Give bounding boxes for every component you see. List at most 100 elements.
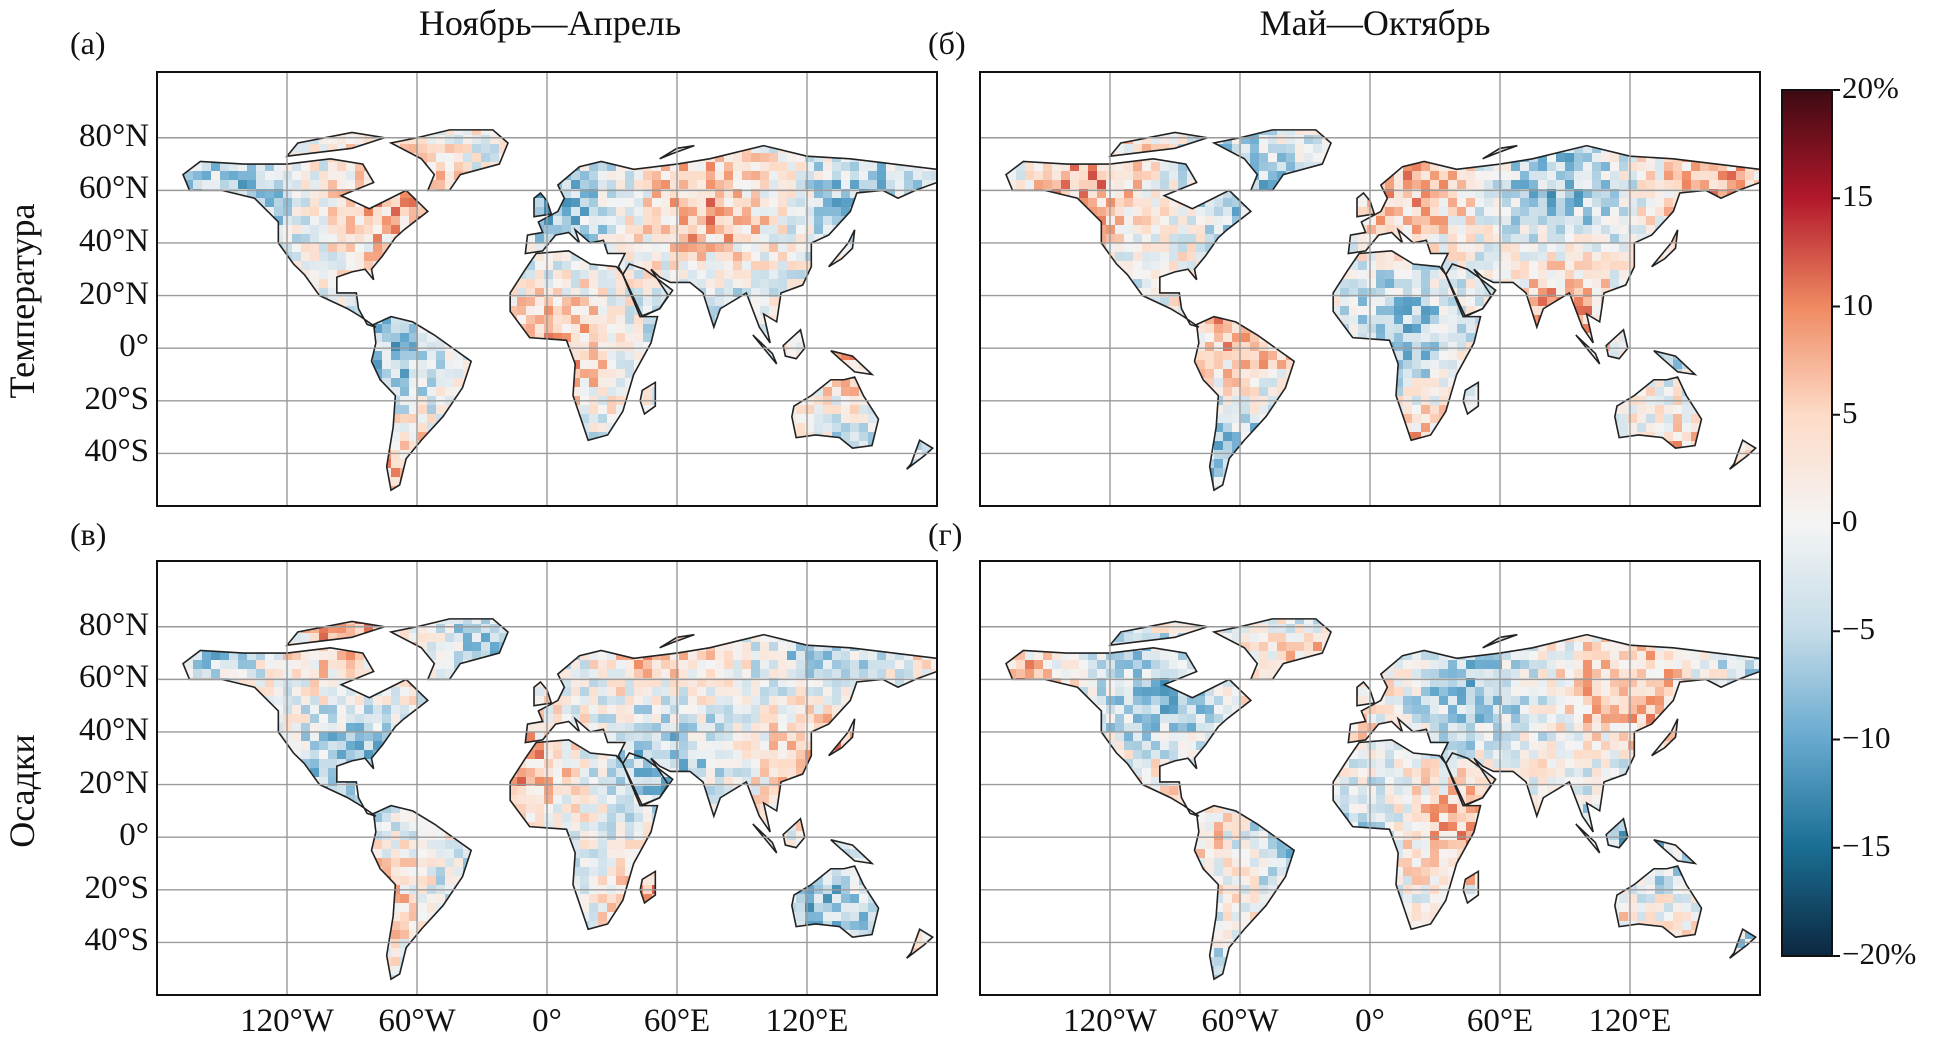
coastline [1108,620,1208,647]
lat-tick-label: 20°N [78,275,149,312]
colorbar-label: −15 [1842,827,1891,863]
panel-label-b: (б) [928,25,966,61]
coastline [1653,839,1698,865]
coastline [1356,191,1376,218]
panel-label-v: (в) [70,516,107,552]
coastline [1651,718,1679,757]
map-panel-2 [979,71,1761,507]
coastline [1332,250,1482,442]
coastline [791,376,880,449]
coastline [1332,739,1482,931]
colorbar [1781,89,1833,957]
coastline [285,620,385,647]
coastline [782,817,806,849]
map-frame [156,560,938,996]
map-panel-3 [156,560,938,996]
coastline [782,328,806,360]
coastline [1193,804,1296,981]
coastline [828,718,856,757]
lat-tick-label: 60°N [78,170,149,207]
colorbar-label: −20% [1842,936,1917,971]
panel-label-a: (а) [70,25,106,61]
coastline [1575,823,1601,854]
lon-tick-label: 60°E [643,1003,711,1039]
colorbar-label: 0 [1842,503,1858,538]
map-frame [156,71,938,507]
colorbar-label: 20% [1842,70,1899,105]
coastline [370,804,473,981]
coastline [370,315,473,492]
lat-tick-label: 40°N [78,711,149,748]
coastline [1356,680,1376,707]
coastline [1193,315,1296,492]
map-frame [979,71,1761,507]
lat-tick-label: 0° [119,328,149,365]
map-panel-4 [979,560,1761,996]
coastline [1444,263,1497,318]
coastline [1211,618,1332,681]
coastline [828,229,856,268]
coastline [1653,350,1698,376]
lon-tick-label: 120°E [1588,1003,1672,1039]
colorbar-label: −5 [1842,611,1875,647]
coastline [830,350,875,376]
coastline [791,865,880,938]
lat-tick-label: 40°S [84,922,149,959]
coastline [639,380,657,416]
coastline [830,839,875,865]
coastline [285,131,385,158]
coastline [752,823,778,854]
coastline [1605,817,1629,849]
coastline [1005,646,1253,817]
coastline [1651,229,1679,268]
coastline [1211,129,1332,192]
lat-tick-label: 40°S [84,433,149,470]
lat-tick-label: 80°N [78,606,149,643]
lon-tick-label: 0° [1355,1003,1385,1039]
coastline [659,633,695,649]
coastline [1482,633,1518,649]
lon-tick-label: 120°W [1063,1003,1157,1039]
lon-tick-label: 60°W [1201,1003,1279,1039]
coastline [621,263,674,318]
coastline [1729,439,1757,470]
lon-tick-label: 120°W [240,1003,334,1039]
lon-tick-label: 60°W [378,1003,456,1039]
coastline [509,250,659,442]
coastline [1614,865,1703,938]
colorbar-label: 10 [1842,286,1873,322]
coastline [509,739,659,931]
coastline [906,439,934,470]
colorbar-label: 5 [1842,394,1858,430]
colorbar-label: 15 [1842,178,1873,214]
lat-tick-label: 40°N [78,222,149,259]
coastline [1462,380,1480,416]
map-frame [979,560,1761,996]
lat-tick-label: 60°N [78,659,149,696]
lat-tick-label: 20°S [84,869,149,906]
coastline [524,144,938,344]
coastline [1462,869,1480,905]
coastline [1575,334,1601,365]
panel-label-g: (г) [928,516,963,552]
coastline [1605,328,1629,360]
coastline [533,191,553,218]
coastline [1482,144,1518,160]
lon-tick-label: 0° [532,1003,562,1039]
coastline [388,618,509,681]
coastline [388,129,509,192]
coastline [1005,157,1253,328]
coastline [533,680,553,707]
map-panel-1 [156,71,938,507]
coastline [1614,376,1703,449]
lon-tick-label: 120°E [765,1003,849,1039]
coastline [1444,752,1497,807]
coastline [524,633,938,833]
coastline [1347,633,1761,833]
coastline [621,752,674,807]
coastline [182,646,430,817]
coastline [1347,144,1761,344]
lat-tick-label: 80°N [78,117,149,154]
